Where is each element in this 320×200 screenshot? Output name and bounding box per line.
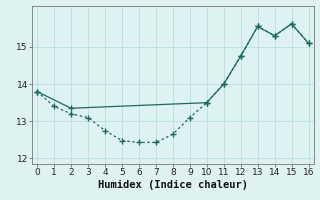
X-axis label: Humidex (Indice chaleur): Humidex (Indice chaleur) xyxy=(98,180,248,190)
